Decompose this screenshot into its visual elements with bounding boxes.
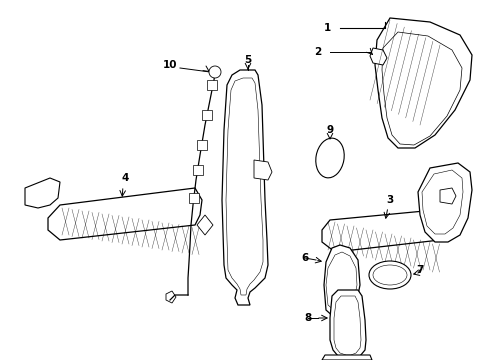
- Bar: [193, 165, 203, 175]
- Bar: [197, 140, 206, 150]
- Polygon shape: [197, 215, 213, 235]
- Polygon shape: [253, 160, 271, 180]
- Polygon shape: [321, 210, 444, 252]
- Polygon shape: [165, 291, 176, 303]
- Text: 3: 3: [386, 195, 393, 205]
- Text: 2: 2: [314, 47, 321, 57]
- Bar: [206, 80, 217, 90]
- Text: 7: 7: [415, 265, 423, 275]
- Text: 9: 9: [326, 125, 333, 135]
- Polygon shape: [321, 355, 371, 360]
- Polygon shape: [369, 48, 386, 65]
- Circle shape: [208, 66, 221, 78]
- Text: 1: 1: [323, 23, 330, 33]
- Ellipse shape: [372, 265, 406, 285]
- Text: 5: 5: [244, 55, 251, 65]
- Bar: [202, 110, 212, 120]
- Text: 8: 8: [304, 313, 311, 323]
- Polygon shape: [324, 245, 359, 318]
- Text: 6: 6: [301, 253, 308, 263]
- Polygon shape: [439, 188, 455, 204]
- Polygon shape: [25, 178, 60, 208]
- Polygon shape: [222, 70, 267, 305]
- Polygon shape: [329, 290, 365, 358]
- Ellipse shape: [315, 138, 344, 178]
- Polygon shape: [374, 18, 471, 148]
- Polygon shape: [417, 163, 471, 242]
- Bar: [189, 193, 199, 203]
- Text: 10: 10: [163, 60, 177, 70]
- Polygon shape: [48, 188, 202, 240]
- Ellipse shape: [368, 261, 410, 289]
- Text: 4: 4: [121, 173, 128, 183]
